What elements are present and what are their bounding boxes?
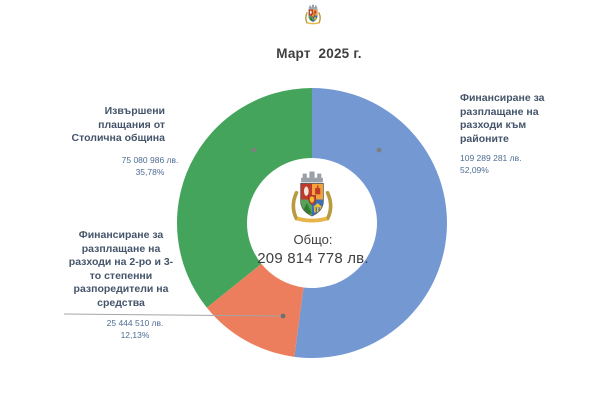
callout-label-secondary-spenders: Финансиране за разплащане на разходи на … (68, 229, 174, 309)
donut-segment-districts[interactable] (294, 88, 447, 358)
leader-line-orange (63, 313, 284, 317)
donut-center-total: Общо: 209 814 778 лв. (238, 231, 388, 269)
donut-segment-municipality-payments[interactable] (176, 88, 312, 308)
segment-percent: 52,09% (460, 164, 489, 175)
callout-values-districts: 109 289 281 лв. 52,09% (460, 153, 570, 176)
segment-value: 25 444 510 лв. (106, 318, 164, 328)
segment-percent: 12,13% (120, 329, 150, 340)
callout-label-municipality-payments: Извършени плащания от Столична община (71, 105, 165, 144)
sofia-coat-of-arms-icon (293, 172, 330, 223)
segment-value: 75 080 986 лв. (121, 155, 179, 165)
segment-percent: 35,78% (135, 166, 165, 177)
segment-value: 109 289 281 лв. (460, 153, 522, 163)
anchor-dot-green (251, 147, 257, 153)
total-value: 209 814 778 лв. (257, 250, 369, 267)
callout-label-districts: Финансиране за разплащане на разходи към… (460, 92, 545, 145)
anchor-dot-orange (280, 313, 286, 319)
total-label: Общо: (293, 232, 333, 247)
chart-title: Март 2025 г. (276, 46, 362, 61)
anchor-dot-blue (376, 147, 382, 153)
callout-values-secondary-spenders: 25 444 510 лв. 12,13% (60, 318, 210, 341)
donut-segment-secondary-spenders[interactable] (206, 263, 304, 357)
callout-values-municipality-payments: 75 080 986 лв. 35,78% (95, 155, 205, 178)
